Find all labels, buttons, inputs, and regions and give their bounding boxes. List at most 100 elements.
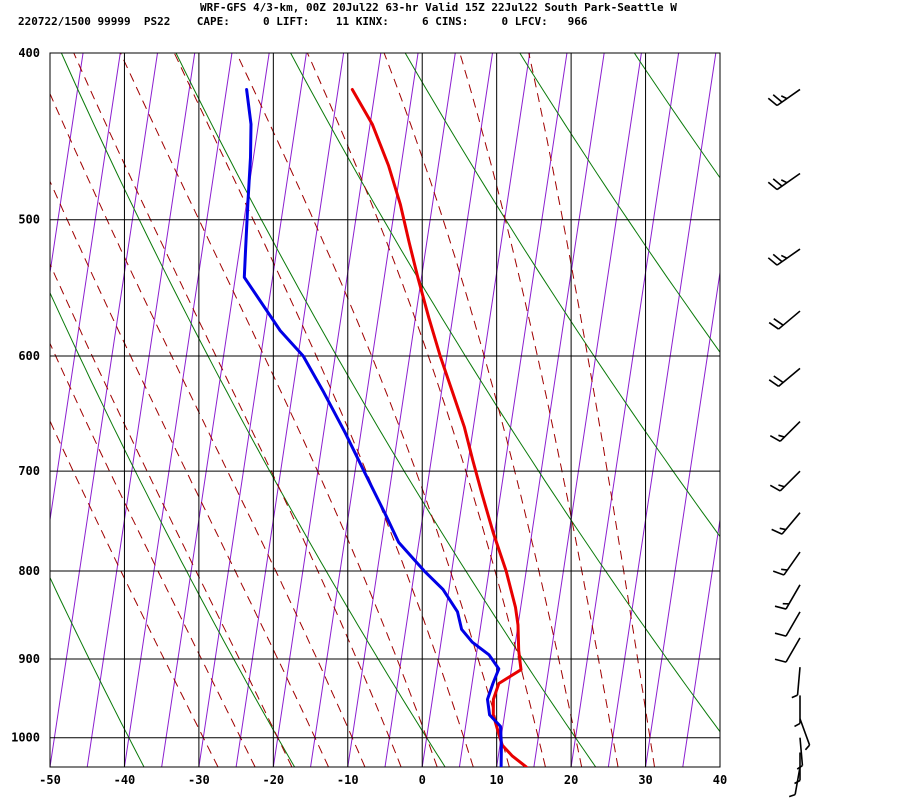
wind-barb [769, 420, 801, 443]
x-tick-label: -40 [114, 773, 136, 787]
isotherm-line [272, 53, 382, 767]
x-tick-label: 20 [564, 773, 578, 787]
barb-feather [772, 570, 785, 576]
wind-barb [767, 172, 801, 191]
temperature-profile-line [350, 88, 528, 767]
isotherm-line [607, 53, 717, 767]
y-tick-label: 900 [18, 652, 40, 666]
barb-feather [773, 318, 784, 326]
barb-feather [769, 484, 781, 492]
moist-adiabat-line [173, 53, 474, 767]
wind-barb [767, 248, 801, 266]
isotherm-line [50, 53, 84, 276]
barb-feather [769, 434, 781, 443]
barb-feather [772, 178, 783, 187]
moist-adiabat-line [50, 180, 329, 767]
barb-shaft [796, 667, 801, 696]
barb-shaft [776, 172, 801, 191]
barb-feather [768, 379, 780, 387]
y-tick-label: 700 [18, 464, 40, 478]
y-tick-label: 800 [18, 564, 40, 578]
barb-feather [778, 484, 785, 488]
barb-shaft [783, 551, 801, 576]
barb-shaft [781, 512, 801, 535]
dry-adiabat-line [290, 53, 720, 733]
barb-feather [780, 95, 788, 100]
isotherm-line [161, 53, 270, 767]
isotherm-line [719, 763, 720, 767]
moist-adiabat-line [73, 53, 402, 767]
x-tick-label: -30 [188, 773, 210, 787]
y-tick-label: 1000 [11, 731, 40, 745]
barb-shaft [779, 470, 801, 492]
barb-feather [771, 528, 783, 535]
barb-feather [774, 632, 787, 637]
wind-barb [774, 611, 801, 637]
y-tick-label: 500 [18, 213, 40, 227]
moist-adiabat-line [50, 419, 219, 767]
barb-feather [768, 321, 780, 330]
isotherm-line [50, 53, 121, 524]
wind-barb [768, 367, 801, 387]
isotherm-line [198, 53, 307, 767]
header-indices-line: 220722/1500 99999 PS22 CAPE: 0 LIFT: 11 … [18, 15, 588, 28]
header-title-line: WRF-GFS 4/3-km, 00Z 20Jul22 63-hr Valid … [200, 1, 677, 14]
barb-feather [778, 434, 785, 438]
dry-adiabat-line [50, 576, 145, 767]
x-tick-label: 0 [419, 773, 426, 787]
isotherm-line [0, 53, 9, 767]
barb-feather [780, 254, 788, 259]
barb-shaft [785, 611, 801, 637]
dry-adiabat-line [519, 53, 720, 354]
barb-shaft [776, 248, 801, 266]
isotherm-line [682, 516, 720, 767]
isotherm-line [310, 53, 419, 767]
y-tick-label: 600 [18, 349, 40, 363]
wind-barb [791, 667, 801, 699]
barb-shaft [799, 737, 804, 766]
axes: -50 -40 -30 -20 -10 0 10 20 30 40 400 500 600 700 800 9… [11, 46, 727, 787]
barb-feather [773, 375, 784, 384]
barb-feather [794, 722, 801, 728]
x-tick-label: -10 [337, 773, 359, 787]
isotherm-line [421, 53, 531, 767]
dewpoint-profile-line [242, 88, 503, 767]
reference-lines [0, 53, 900, 767]
dry-adiabat-line [749, 53, 900, 767]
isotherm-line [570, 53, 680, 767]
y-tick-label: 400 [18, 46, 40, 60]
barb-shaft [779, 420, 801, 442]
barb-feather [774, 658, 787, 663]
x-tick-label: 30 [638, 773, 652, 787]
barb-feather [779, 527, 787, 531]
moist-adiabat-line [528, 53, 655, 767]
barb-shaft [776, 88, 801, 107]
wind-barb [771, 512, 801, 535]
isotherm-line [347, 53, 456, 767]
barb-shaft [799, 718, 811, 746]
dry-adiabat-line [175, 53, 597, 767]
isotherm-line [458, 53, 568, 767]
x-tick-label: 40 [713, 773, 727, 787]
barb-feather [788, 793, 796, 798]
isotherm-line [50, 53, 158, 767]
moist-adiabat-line [459, 53, 619, 767]
isotherm-line [496, 53, 605, 767]
dry-adiabat-line [50, 291, 296, 767]
wind-barb [768, 310, 801, 330]
plot-frame [49, 52, 721, 768]
barb-feather [781, 568, 788, 571]
profiles [242, 88, 528, 767]
barb-feather [767, 181, 778, 191]
isotherm-line [757, 53, 864, 767]
wind-barbs [767, 88, 811, 798]
sounding-header: WRF-GFS 4/3-km, 00Z 20Jul22 63-hr Valid … [0, 0, 900, 32]
dry-adiabat-line [404, 53, 720, 538]
barb-shaft [778, 367, 801, 387]
barb-feather [791, 694, 798, 699]
barb-shaft [785, 584, 801, 610]
moist-adiabat-line [120, 53, 438, 767]
wind-barb [774, 637, 801, 663]
dry-adiabat-line [60, 53, 446, 767]
